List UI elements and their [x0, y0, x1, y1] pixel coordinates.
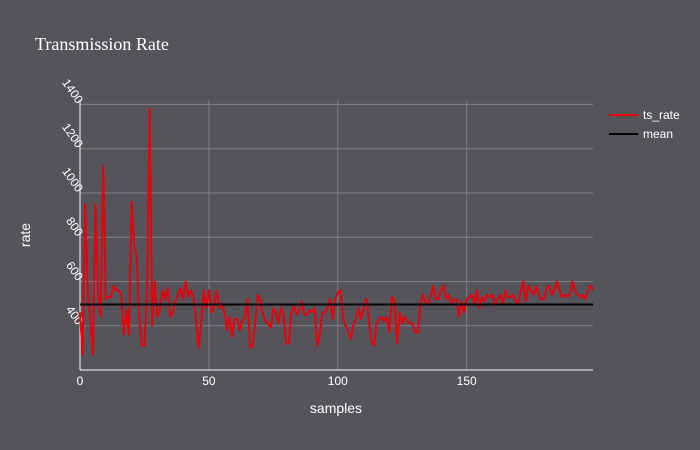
legend-item-ts_rate[interactable]: ts_rate	[609, 108, 680, 122]
axes	[79, 100, 593, 371]
x-axis-ticks: 0 50 100 150	[77, 374, 477, 388]
chart-title: Transmission Rate	[35, 34, 169, 54]
y-tick-label: 1000	[59, 165, 86, 195]
series-line-ts_rate	[79, 107, 594, 356]
x-axis-title: samples	[310, 400, 362, 416]
x-tick-label: 0	[77, 374, 84, 388]
legend-item-mean[interactable]: mean	[609, 127, 673, 141]
y-tick-label: 600	[63, 259, 86, 284]
y-tick-label: 1400	[59, 76, 86, 106]
x-tick-label: 50	[202, 374, 216, 388]
plot-series	[79, 107, 594, 356]
y-tick-label: 1200	[59, 121, 86, 151]
grid-lines	[80, 100, 593, 370]
y-tick-label: 800	[63, 214, 86, 239]
y-axis-title: rate	[17, 223, 33, 247]
legend-label: ts_rate	[643, 108, 680, 122]
legend-label: mean	[643, 127, 673, 141]
x-tick-label: 150	[457, 374, 477, 388]
x-tick-label: 100	[328, 374, 348, 388]
